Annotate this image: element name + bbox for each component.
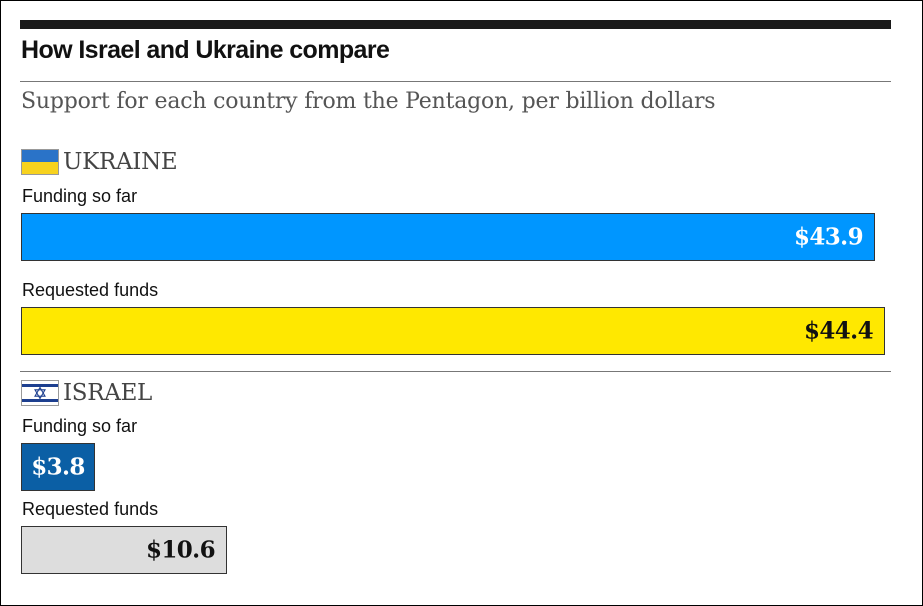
country-header-ukraine: UKRAINE (21, 147, 178, 177)
chart-subtitle: Support for each country from the Pentag… (21, 89, 716, 114)
bar-value-israel-requested: $10.6 (145, 536, 216, 564)
top-rule (20, 20, 891, 29)
bar-value-israel-funding: $3.8 (31, 453, 85, 481)
country-header-israel: ISRAEL (21, 378, 152, 408)
bar-israel-funding: $3.8 (21, 443, 95, 491)
bar-ukraine-requested: $44.4 (21, 307, 885, 355)
israel-flag-icon (21, 380, 59, 406)
bar-label-israel-requested: Requested funds (22, 499, 159, 519)
country-name-israel: ISRAEL (63, 380, 153, 406)
bar-israel-requested: $10.6 (21, 526, 227, 574)
title-divider (20, 81, 891, 82)
bar-value-ukraine-requested: $44.4 (803, 317, 874, 345)
chart-title: How Israel and Ukraine compare (21, 36, 390, 64)
bar-label-ukraine-funding: Funding so far (22, 186, 138, 206)
group-divider (20, 371, 891, 372)
bar-label-ukraine-requested: Requested funds (22, 280, 159, 300)
country-name-ukraine: UKRAINE (63, 149, 178, 175)
bar-label-israel-funding: Funding so far (22, 416, 138, 436)
ukraine-flag-icon (21, 149, 59, 175)
bar-ukraine-funding: $43.9 (21, 213, 875, 261)
bar-value-ukraine-funding: $43.9 (793, 223, 864, 251)
